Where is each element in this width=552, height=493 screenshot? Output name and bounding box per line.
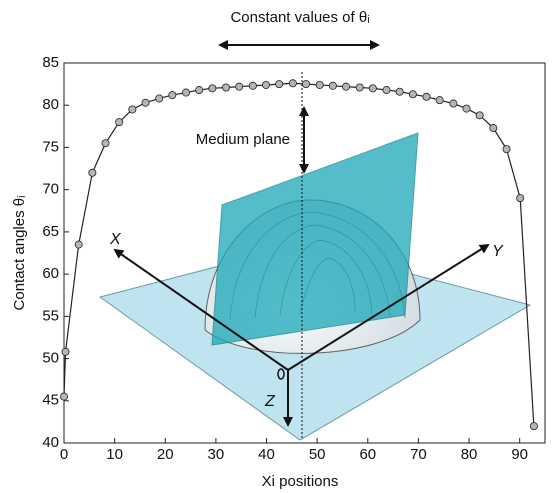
y-tick-label: 70	[42, 181, 59, 198]
annotation: Constant values of θᵢ	[230, 9, 369, 26]
data-point	[382, 86, 391, 95]
y-tick-label: 85	[42, 54, 59, 71]
y-tick-label: 40	[42, 434, 59, 451]
data-point	[275, 80, 284, 89]
x-axis-label: Xi positions	[262, 473, 339, 490]
y-tick-label: 50	[42, 350, 59, 367]
data-point	[101, 139, 110, 148]
data-point	[128, 105, 137, 114]
y-tick-label: 45	[42, 392, 59, 409]
data-point	[60, 392, 69, 401]
data-point	[368, 84, 377, 93]
origin	[277, 368, 285, 380]
data-point	[502, 145, 511, 154]
y-tick-label: 75	[42, 138, 59, 155]
data-point	[235, 82, 244, 91]
y-tick-label: 60	[42, 265, 59, 282]
x-arrow	[113, 248, 289, 371]
data-point	[61, 347, 70, 356]
data-point	[342, 82, 351, 91]
y-tick-label: 55	[42, 307, 59, 324]
illustration	[98, 40, 532, 441]
data-point	[248, 81, 257, 90]
axis-letter: Y	[492, 243, 504, 260]
data-point	[315, 80, 324, 89]
medium-plane	[211, 132, 419, 346]
data-point	[88, 168, 97, 177]
data-point	[208, 84, 217, 93]
x-tick-label: 80	[461, 446, 478, 463]
data-point	[74, 240, 83, 249]
x-tick-label: 10	[106, 446, 123, 463]
data-point	[302, 80, 311, 89]
data-point	[141, 98, 150, 107]
data-point	[115, 118, 124, 127]
data-point	[222, 83, 231, 92]
plot-frame	[63, 62, 546, 444]
data-point	[435, 96, 444, 105]
axis-letter: X	[109, 231, 122, 248]
annotation: Medium plane	[196, 131, 290, 148]
x-tick-label: 90	[511, 446, 528, 463]
x-tick-label: 60	[359, 446, 376, 463]
data-point	[408, 90, 417, 99]
data-point	[262, 80, 271, 89]
y-tick-label: 80	[42, 96, 59, 113]
x-tick-label: 20	[157, 446, 174, 463]
x-tick-label: 50	[309, 446, 326, 463]
data-point	[516, 194, 525, 203]
x-tick-label: 30	[208, 446, 225, 463]
data-point	[449, 99, 458, 108]
data-point	[195, 86, 204, 95]
data-point	[529, 422, 538, 431]
x-tick-label: 40	[258, 446, 275, 463]
data-point	[355, 83, 364, 92]
data-point	[288, 79, 297, 88]
x-tick-label: 0	[60, 446, 68, 463]
data-point	[168, 91, 177, 100]
data-point	[462, 104, 471, 113]
y-tick-label: 65	[42, 223, 59, 240]
data-point	[328, 81, 337, 90]
data-point	[475, 111, 484, 120]
data-point	[182, 88, 191, 97]
data-point	[422, 92, 431, 101]
data-point	[489, 124, 498, 133]
data-point	[155, 94, 164, 103]
y-arrow	[287, 243, 490, 371]
x-tick-label: 70	[410, 446, 427, 463]
data-point	[395, 87, 404, 96]
y-axis-label: Contact angles θᵢ	[11, 196, 28, 311]
axis-letter: Z	[264, 393, 276, 410]
